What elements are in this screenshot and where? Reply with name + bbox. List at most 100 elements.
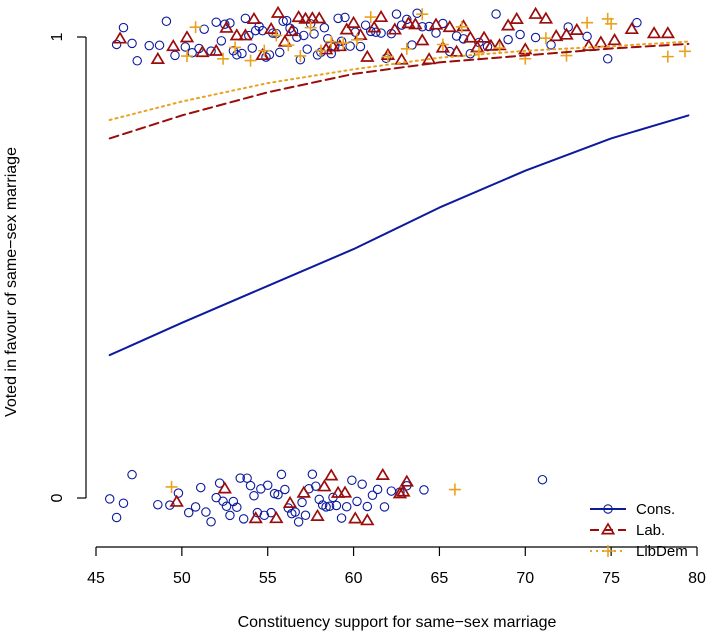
data-point xyxy=(347,475,357,486)
data-point xyxy=(360,513,375,526)
data-point xyxy=(319,23,330,33)
data-point xyxy=(291,9,306,23)
data-point xyxy=(189,21,202,34)
data-point xyxy=(463,30,478,43)
data-point xyxy=(416,8,429,21)
data-point xyxy=(282,39,295,52)
data-point xyxy=(428,17,444,30)
data-point xyxy=(220,19,230,29)
data-point xyxy=(235,473,245,483)
data-point xyxy=(348,511,363,524)
data-point xyxy=(324,468,339,481)
data-point xyxy=(491,9,501,19)
data-point xyxy=(500,18,516,31)
data-point xyxy=(360,20,371,30)
data-point xyxy=(539,32,552,45)
data-point xyxy=(255,47,270,61)
data-point xyxy=(216,36,227,46)
data-point xyxy=(165,480,178,493)
data-point xyxy=(281,15,292,26)
legend-marker xyxy=(600,522,616,535)
x-tick-label: 65 xyxy=(431,570,449,587)
data-point xyxy=(394,52,409,65)
x-ticks: 45 50 55 60 65 70 75 80 xyxy=(87,547,706,587)
legend-marker xyxy=(603,504,613,514)
data-point xyxy=(324,501,335,512)
data-point xyxy=(367,490,378,500)
data-point xyxy=(229,41,242,54)
data-point xyxy=(569,22,584,35)
data-point xyxy=(646,26,662,39)
data-point xyxy=(632,17,642,28)
data-point xyxy=(399,474,414,487)
data-point xyxy=(538,11,554,24)
data-point xyxy=(339,22,354,35)
data-point xyxy=(166,38,181,52)
data-point xyxy=(270,29,283,42)
data-point xyxy=(678,45,691,58)
data-point xyxy=(396,484,411,497)
series-line xyxy=(108,114,690,357)
data-point xyxy=(217,52,230,65)
data-point xyxy=(392,486,408,499)
data-point xyxy=(396,20,407,30)
data-point xyxy=(333,13,343,24)
data-point xyxy=(262,480,273,491)
data-point xyxy=(280,484,290,495)
data-point xyxy=(503,34,513,45)
data-point xyxy=(244,54,257,67)
data-point xyxy=(605,17,618,30)
data-point xyxy=(325,35,338,48)
data-point xyxy=(118,22,129,33)
data-point xyxy=(472,46,485,59)
fitted-curves xyxy=(108,40,690,357)
data-point xyxy=(448,483,461,496)
data-point xyxy=(153,499,163,510)
data-point xyxy=(127,38,137,49)
data-point xyxy=(263,21,279,35)
data-point xyxy=(366,20,382,33)
data-point xyxy=(455,20,468,33)
data-point xyxy=(111,512,122,523)
data-point xyxy=(232,50,242,60)
data-point xyxy=(284,24,299,37)
data-point xyxy=(154,40,165,51)
x-tick-label: 70 xyxy=(516,570,534,587)
data-point xyxy=(180,42,191,52)
data-point xyxy=(415,33,430,46)
y-tick-label: 1 xyxy=(49,32,66,41)
data-point xyxy=(559,27,574,40)
x-axis-title: Constituency support for same−sex marria… xyxy=(238,614,557,631)
data-point xyxy=(624,21,639,35)
data-point xyxy=(528,6,543,19)
data-point xyxy=(381,50,394,63)
data-point xyxy=(530,32,541,43)
data-point xyxy=(402,14,412,25)
data-point xyxy=(373,9,389,23)
data-point xyxy=(341,501,352,512)
data-point xyxy=(310,508,325,521)
data-point xyxy=(581,38,597,51)
data-point xyxy=(179,30,195,43)
data-point xyxy=(355,41,366,52)
data-point xyxy=(161,16,172,27)
data-point xyxy=(225,510,235,521)
data-point xyxy=(321,502,331,512)
data-point xyxy=(187,47,197,58)
data-point xyxy=(476,30,492,43)
x-axis: 45 50 55 60 65 70 75 80 xyxy=(87,546,706,587)
data-point xyxy=(549,29,564,42)
data-point xyxy=(661,50,674,63)
data-point xyxy=(218,496,228,507)
y-axis: 01 xyxy=(49,32,87,502)
data-point xyxy=(345,41,355,51)
data-point xyxy=(408,17,423,30)
data-point xyxy=(266,507,276,518)
data-point xyxy=(362,501,373,512)
data-point xyxy=(199,24,209,34)
data-point xyxy=(217,481,232,494)
data-point xyxy=(181,50,194,63)
data-point xyxy=(273,489,283,500)
